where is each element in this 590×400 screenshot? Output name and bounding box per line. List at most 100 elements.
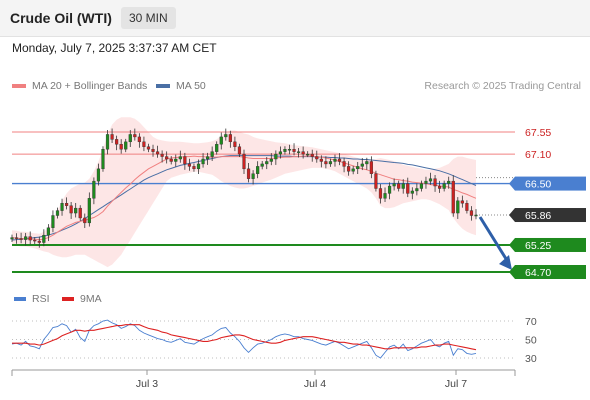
- interval-button[interactable]: 30 MIN: [121, 7, 176, 29]
- candle-body-0: [10, 237, 14, 240]
- candle-body-34: [165, 156, 169, 160]
- candle-body-53: [251, 173, 255, 179]
- candle-body-84: [392, 183, 396, 187]
- level-label-2: 66.50: [525, 179, 551, 191]
- candle-body-90: [419, 183, 424, 189]
- candle-body-102: [474, 214, 478, 217]
- candle-body-22: [110, 134, 114, 140]
- candle-body-89: [415, 188, 419, 192]
- level-badge-2: [515, 176, 586, 191]
- candle-body-69: [324, 161, 328, 165]
- candle-body-16: [83, 217, 87, 224]
- level-badge-3: [515, 208, 586, 223]
- candle-body-14: [74, 207, 78, 214]
- candle-body-87: [406, 183, 410, 194]
- rsi-series-0: [11, 319, 477, 359]
- candle-body-54: [256, 166, 260, 174]
- legend-rsi-ma-label: 9MA: [80, 293, 102, 305]
- candle-body-63: [296, 151, 301, 153]
- candle-body-43: [206, 156, 210, 160]
- candle-body-99: [460, 200, 464, 204]
- candle-body-62: [292, 148, 296, 152]
- price-levels: [12, 131, 515, 273]
- level-badge-pointer-3: [509, 208, 515, 223]
- candle-body-33: [160, 153, 164, 157]
- candle-body-51: [242, 153, 246, 170]
- candle-body-81: [378, 188, 383, 199]
- candle-body-73: [342, 161, 346, 167]
- candle-body-30: [146, 146, 151, 150]
- candle-body-71: [333, 158, 337, 162]
- candle-body-10: [55, 210, 60, 216]
- candle-body-94: [438, 185, 442, 189]
- candle-body-42: [201, 158, 205, 165]
- forecast-arrow-head-icon: [499, 255, 512, 270]
- price-level-labels: 67.55 67.10 66.50 65.86 65.25 64.70: [509, 127, 586, 279]
- candle-body-97: [451, 180, 455, 214]
- candle-body-66: [310, 153, 314, 157]
- candle-body-41: [196, 163, 201, 170]
- legend-rsi: RSI: [14, 293, 50, 305]
- x-axis: Jul 3 Jul 4 Jul 7: [11, 369, 516, 390]
- bollinger-band-area: [12, 117, 476, 268]
- candle-body-25: [124, 141, 128, 150]
- candle-body-31: [151, 148, 155, 152]
- candle-body-83: [387, 185, 392, 194]
- candle-body-70: [328, 161, 333, 165]
- rsi-series-1: [12, 324, 477, 351]
- candle-body-19: [96, 168, 101, 182]
- candle-body-20: [101, 148, 105, 170]
- candle-body-44: [210, 151, 214, 157]
- candle-body-5: [33, 239, 37, 242]
- candle-body-96: [447, 180, 451, 184]
- candle-body-85: [397, 183, 401, 189]
- candle-body-13: [69, 205, 73, 214]
- level-badge-5: [515, 265, 586, 279]
- candle-body-80: [374, 173, 378, 189]
- candle-body-67: [315, 156, 319, 160]
- candle-body-98: [456, 200, 460, 214]
- level-label-0: 67.55: [525, 127, 551, 139]
- candle-body-91: [424, 180, 428, 184]
- level-label-4: 65.25: [525, 240, 551, 252]
- candle-body-8: [46, 227, 50, 236]
- rsi-tick-1: 50: [525, 335, 537, 347]
- candle-body-4: [28, 236, 32, 241]
- candle-body-21: [105, 134, 110, 150]
- candle-body-58: [274, 153, 278, 160]
- level-badge-pointer-5: [509, 265, 515, 279]
- legend-rsi-label: RSI: [32, 293, 50, 305]
- level-label-1: 67.10: [525, 149, 551, 161]
- candle-body-72: [337, 158, 342, 162]
- candle-body-39: [187, 163, 192, 167]
- candle-body-55: [260, 163, 264, 167]
- candle-body-64: [301, 151, 305, 155]
- candle-body-95: [442, 183, 446, 189]
- candle-body-40: [192, 166, 196, 170]
- candle-body-17: [87, 198, 91, 224]
- rsi-swatch-icon: [14, 297, 26, 302]
- candle-body-27: [133, 134, 137, 138]
- candle-body-74: [347, 166, 351, 172]
- copyright-text: Research © 2025 Trading Central: [424, 80, 581, 92]
- rsi-tick-2: 30: [525, 353, 537, 365]
- candle-body-56: [265, 161, 269, 165]
- candle-body-11: [60, 203, 64, 211]
- candle-body-68: [319, 158, 323, 162]
- candle-body-82: [383, 193, 387, 199]
- candle-body-88: [410, 190, 414, 194]
- candle-body-38: [183, 156, 187, 165]
- legend-ma20: MA 20 + Bollinger Bands: [12, 80, 147, 92]
- x-tick-label-2: Jul 7: [445, 378, 467, 390]
- candle-body-1: [14, 237, 19, 239]
- level-badge-4: [515, 237, 586, 252]
- candle-body-52: [246, 168, 251, 179]
- candle-body-78: [365, 161, 369, 165]
- candle-body-24: [119, 144, 123, 150]
- candle-body-36: [174, 158, 178, 162]
- legend-ma50-label: MA 50: [176, 80, 206, 92]
- candle-body-15: [78, 207, 82, 219]
- rsi-ma-swatch-icon: [62, 297, 74, 302]
- candle-body-7: [42, 234, 46, 243]
